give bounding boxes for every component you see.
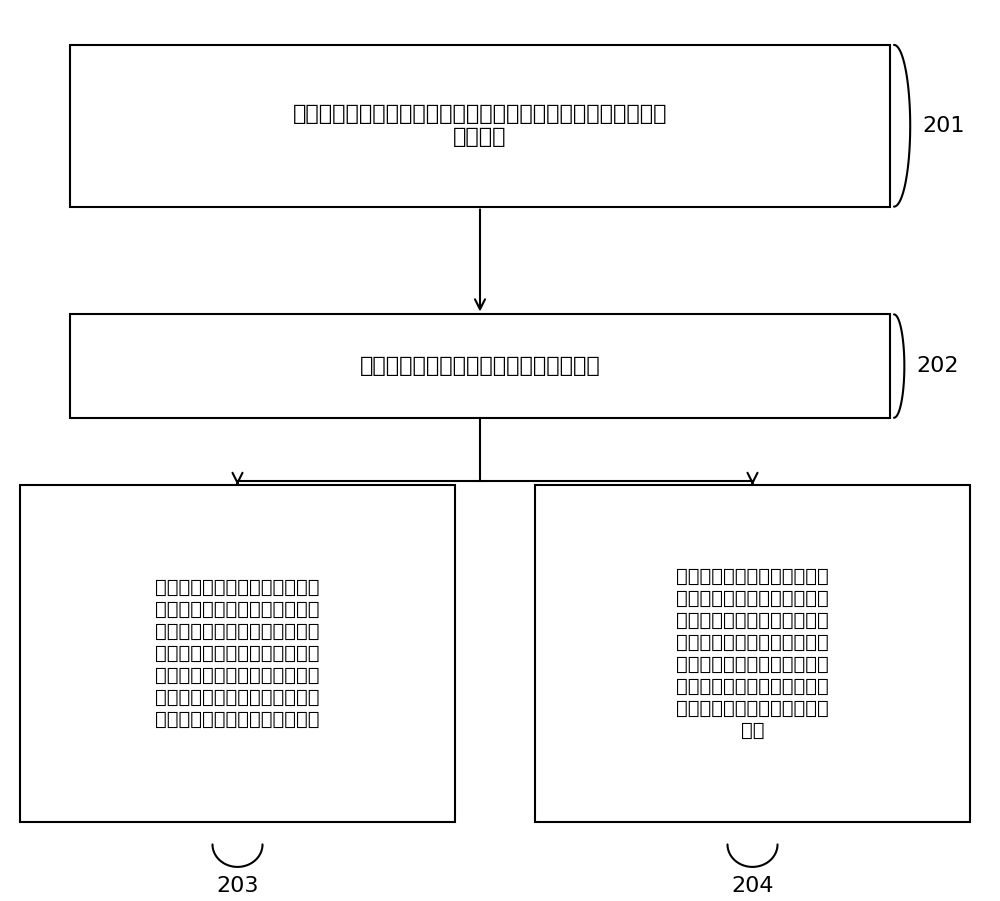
Text: 203: 203: [216, 876, 259, 896]
Text: 202: 202: [916, 356, 959, 376]
Text: 若用户属于预配置的专用用户，
则从专用接入服务器集群中选择
与用户对应的专用接入服务器，
并将数据传输请求转发至专用接
入服务器，以供专用接入服务器
基于数据传: 若用户属于预配置的专用用户， 则从专用接入服务器集群中选择 与用户对应的专用接入…: [155, 578, 320, 729]
FancyBboxPatch shape: [70, 45, 890, 206]
Text: 204: 204: [731, 876, 774, 896]
FancyBboxPatch shape: [20, 485, 455, 822]
FancyBboxPatch shape: [535, 485, 970, 822]
Text: 接收客户端发送的数据传输请求，解析数据传输请求，获取存储
空间名称: 接收客户端发送的数据传输请求，解析数据传输请求，获取存储 空间名称: [293, 105, 667, 148]
Text: 201: 201: [922, 115, 965, 136]
Text: 若用户不属于预配置的专用用
户，则从公用接入服务器集群
中选择公用接入服务器，并将
数据传输请求转发至公用接入
服务器，以供公用接入服务器
基于数据传输请求，与: 若用户不属于预配置的专用用 户，则从公用接入服务器集群 中选择公用接入服务器，并…: [676, 567, 829, 740]
FancyBboxPatch shape: [70, 314, 890, 418]
Text: 确定存储空间名称对应的用户的所属类型: 确定存储空间名称对应的用户的所属类型: [360, 356, 600, 376]
